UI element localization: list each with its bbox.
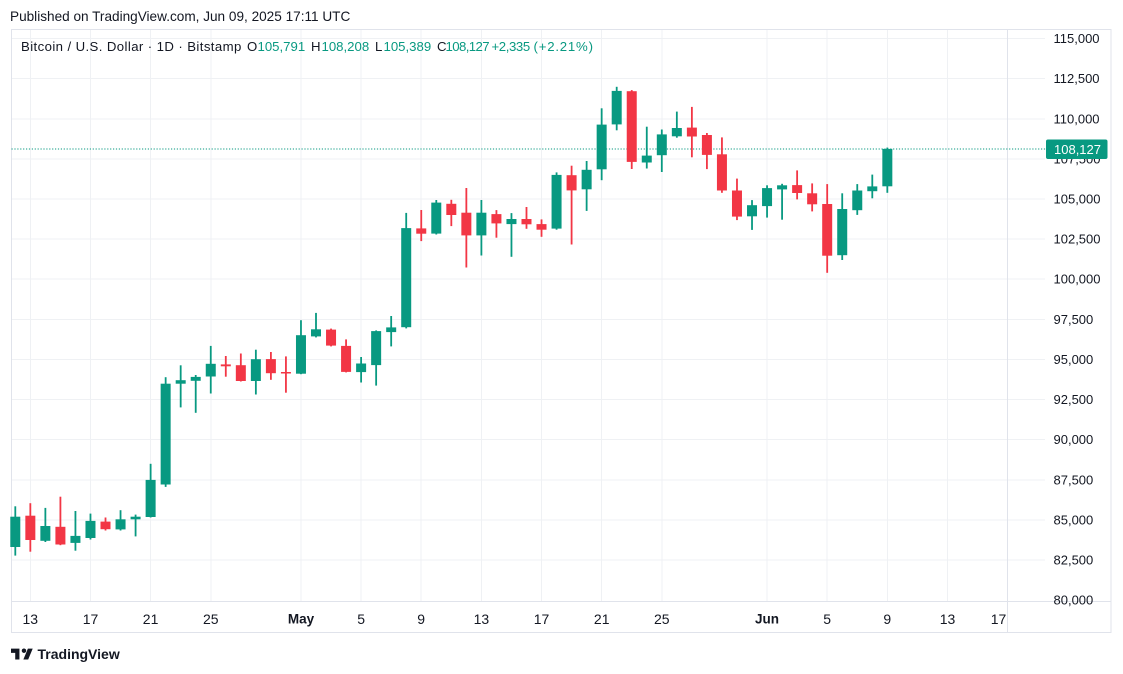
- svg-text:95,000: 95,000: [1054, 352, 1094, 367]
- svg-text:13: 13: [940, 611, 956, 627]
- svg-text:92,500: 92,500: [1054, 392, 1094, 407]
- svg-text:87,500: 87,500: [1054, 472, 1094, 487]
- svg-text:85,000: 85,000: [1054, 512, 1094, 527]
- svg-text:108,127: 108,127: [1054, 142, 1101, 157]
- svg-text:21: 21: [594, 611, 610, 627]
- svg-text:9: 9: [883, 611, 891, 627]
- svg-text:9: 9: [417, 611, 425, 627]
- svg-text:13: 13: [23, 611, 39, 627]
- svg-text:105,000: 105,000: [1054, 192, 1101, 207]
- svg-text:TradingView: TradingView: [38, 646, 120, 662]
- svg-text:H: H: [311, 39, 321, 54]
- svg-text:21: 21: [143, 611, 159, 627]
- svg-text:13: 13: [474, 611, 490, 627]
- svg-text:Published on TradingView.com,: Published on TradingView.com, Jun 09, 20…: [10, 9, 350, 24]
- svg-text:90,000: 90,000: [1054, 432, 1094, 447]
- svg-text:100,000: 100,000: [1054, 272, 1101, 287]
- svg-text:97,500: 97,500: [1054, 312, 1094, 327]
- svg-text:O: O: [247, 39, 257, 54]
- svg-text:L: L: [375, 39, 382, 54]
- svg-text:25: 25: [203, 611, 219, 627]
- svg-text:17: 17: [991, 611, 1007, 627]
- svg-text:17: 17: [534, 611, 550, 627]
- svg-text:17: 17: [83, 611, 99, 627]
- svg-text:110,000: 110,000: [1054, 111, 1100, 126]
- svg-text:May: May: [288, 612, 315, 627]
- svg-text:Jun: Jun: [755, 612, 779, 627]
- svg-text:C: C: [437, 39, 447, 54]
- svg-text:5: 5: [823, 611, 831, 627]
- svg-text:108,208: 108,208: [322, 39, 370, 54]
- svg-text:5: 5: [357, 611, 365, 627]
- svg-text:82,500: 82,500: [1054, 553, 1094, 568]
- svg-text:25: 25: [654, 611, 670, 627]
- svg-text:115,000: 115,000: [1054, 31, 1100, 46]
- svg-text:Bitcoin / U.S. Dollar · 1D · B: Bitcoin / U.S. Dollar · 1D · Bitstamp: [21, 39, 242, 54]
- svg-text:102,500: 102,500: [1054, 232, 1101, 247]
- svg-text:108,127: 108,127: [446, 39, 490, 54]
- svg-text:112,500: 112,500: [1054, 71, 1100, 86]
- svg-text:(+2.21%): (+2.21%): [534, 39, 594, 54]
- svg-text:80,000: 80,000: [1054, 593, 1094, 608]
- svg-text:105,389: 105,389: [384, 39, 432, 54]
- svg-text:105,791: 105,791: [258, 39, 306, 54]
- svg-text:+2,335: +2,335: [492, 39, 530, 54]
